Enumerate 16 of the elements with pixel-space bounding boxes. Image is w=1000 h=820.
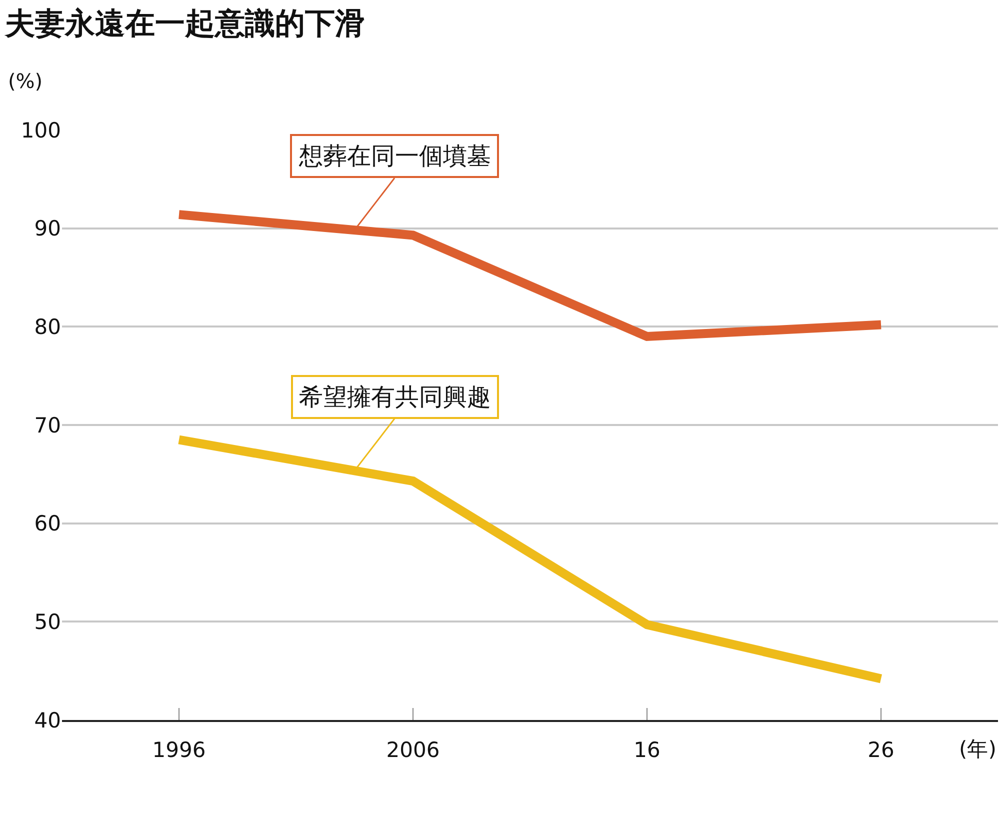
- y-tick-label: 50: [34, 610, 61, 634]
- y-tick-label: 100: [20, 118, 61, 142]
- text: 希望擁有共同興趣: [299, 383, 491, 411]
- x-tick-label: 26: [868, 738, 894, 762]
- y-axis-title: (%): [8, 69, 43, 93]
- chart-title: 夫妻永遠在一起意識的下滑: [4, 6, 365, 42]
- y-tick-label: 80: [34, 315, 61, 340]
- y-tick-label: 90: [34, 216, 61, 241]
- x-tick-label: 16: [634, 738, 660, 762]
- text: 想葬在同一個墳墓: [298, 142, 491, 170]
- y-tick-label: 40: [34, 708, 61, 732]
- x-axis-title: (年): [959, 737, 996, 761]
- x-tick-label: 1996: [152, 738, 206, 762]
- y-tick-label: 60: [34, 512, 61, 536]
- y-tick-label: 70: [34, 413, 61, 438]
- x-tick-label: 2006: [386, 738, 440, 762]
